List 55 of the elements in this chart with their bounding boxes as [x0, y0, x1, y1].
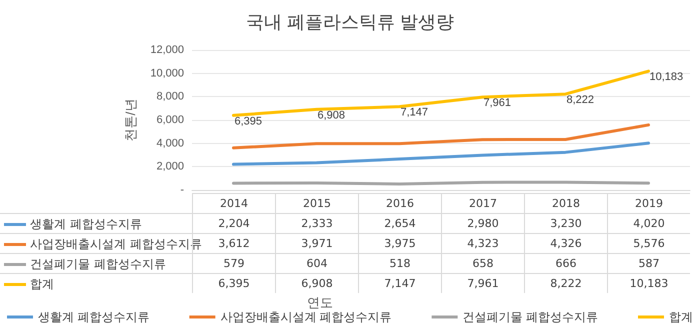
- data-label: 5,576: [607, 233, 690, 253]
- chart-title: 국내 폐플라스틱류 발생량: [246, 12, 454, 32]
- data-label: 7,961: [441, 273, 524, 293]
- data-label: 579: [192, 253, 275, 273]
- data-label: 6,395: [192, 273, 275, 293]
- text: 합계: [30, 277, 54, 291]
- data-label: 666: [524, 253, 607, 273]
- text: 8,222: [566, 94, 594, 106]
- legend-label: 사업장배출시설계 폐합성수지류: [29, 236, 202, 253]
- text: 10,183: [650, 71, 684, 84]
- y-tick-label: 8,000: [156, 90, 184, 103]
- text: 6,395: [234, 115, 262, 128]
- data-label: 2,654: [358, 213, 441, 233]
- text: 생활계 폐합성수지류: [38, 310, 150, 324]
- line-series: [232, 142, 650, 166]
- x-tick-label: 2014: [192, 193, 275, 213]
- data-label: 4,020: [607, 213, 690, 233]
- text: 7,147: [400, 106, 428, 119]
- text: 7,961: [484, 97, 512, 110]
- data-label: 3,230: [524, 213, 607, 233]
- data-label: 4,323: [441, 233, 524, 253]
- data-label: 4,326: [524, 233, 607, 253]
- x-tick-label: 2017: [441, 193, 524, 213]
- legend-label: 생활계 폐합성수지류: [0, 213, 192, 233]
- y-tick-label: 4,000: [156, 137, 184, 150]
- data-label: 3,975: [358, 233, 441, 253]
- data-label: 518: [358, 253, 441, 273]
- text: 6,908: [318, 109, 346, 122]
- data-label: 7,147: [358, 273, 441, 293]
- x-tick-label: 2019: [607, 193, 690, 213]
- x-tick-label: 2015: [275, 193, 358, 213]
- y-axis-title: 천톤/년: [123, 98, 138, 142]
- x-tick-label: 2018: [524, 193, 607, 213]
- data-label: 604: [275, 253, 358, 273]
- data-label: 10,183: [607, 273, 690, 293]
- text: 사업장배출시설계 폐합성수지류: [220, 310, 392, 324]
- data-label: 658: [441, 253, 524, 273]
- y-tick-label: 12,000: [150, 44, 184, 56]
- data-label: 2,980: [441, 213, 524, 233]
- text: 연도: [306, 295, 334, 312]
- y-tick-label: 2,000: [156, 160, 184, 173]
- x-tick-label: 2016: [358, 193, 441, 213]
- data-label: 2,333: [275, 213, 358, 233]
- data-label: 3,971: [275, 233, 358, 253]
- y-tick-label: 10,000: [150, 67, 184, 80]
- legend-label: 합계: [669, 310, 693, 324]
- data-label: 3,612: [218, 237, 250, 250]
- text: 건설폐기물 폐합성수지류: [462, 310, 598, 324]
- y-tick-label: 6,000: [156, 114, 184, 126]
- legend-label: 건설폐기물 폐합성수지류: [0, 253, 192, 273]
- data-label: 6,908: [275, 273, 358, 293]
- data-label: 587: [607, 253, 690, 273]
- data-label: 8,222: [524, 273, 607, 293]
- data-label: 2,204: [192, 213, 275, 233]
- y-tick-label: -: [180, 184, 184, 196]
